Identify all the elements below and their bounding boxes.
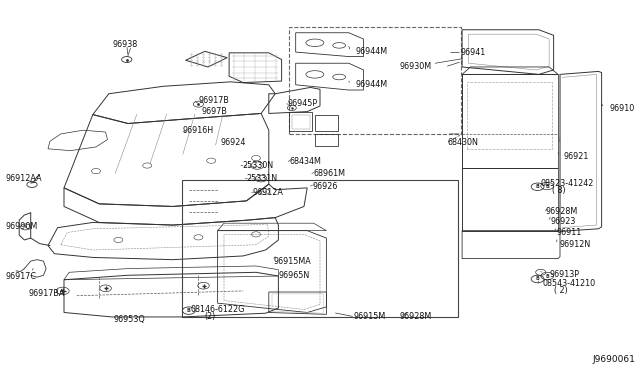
Text: J9690061: J9690061 [592,355,635,364]
Text: ( 8): ( 8) [552,186,565,195]
Text: 96930M: 96930M [400,62,432,71]
Text: 96912A: 96912A [253,188,284,197]
Text: B: B [536,276,540,282]
Text: 96965N: 96965N [278,271,310,280]
Text: 96913P: 96913P [549,270,579,279]
Text: 96912N: 96912N [560,240,591,249]
Text: 96944M: 96944M [356,47,388,56]
Text: 96928M: 96928M [545,207,577,216]
Text: 96990M: 96990M [5,222,37,231]
Text: 96928M: 96928M [400,312,432,321]
Text: (2): (2) [205,312,216,321]
Text: B: B [545,183,549,189]
Text: 96923: 96923 [550,217,576,226]
Text: 68434M: 68434M [290,157,322,166]
Text: B: B [536,184,540,189]
Text: ( 2): ( 2) [554,286,567,295]
Text: 96944M: 96944M [356,80,388,89]
Text: 96915M: 96915M [353,312,385,321]
Text: 96912AA: 96912AA [5,174,42,183]
Text: 96941: 96941 [461,48,486,57]
Text: 96915MA: 96915MA [274,257,312,266]
Text: 08523-41242: 08523-41242 [541,179,594,187]
Text: 96916H: 96916H [182,126,214,135]
Text: 08146-6122G: 08146-6122G [191,305,245,314]
Text: 96911: 96911 [557,228,582,237]
Text: 96945P: 96945P [288,99,318,108]
Text: 9697B: 9697B [202,107,227,116]
Text: 25331N: 25331N [246,174,278,183]
Text: B: B [545,273,549,279]
Text: 96926: 96926 [312,182,338,191]
Text: 25330N: 25330N [242,161,273,170]
Text: 96938: 96938 [112,40,138,49]
Text: 68430N: 68430N [448,138,479,147]
Text: 08543-41210: 08543-41210 [543,279,596,288]
Text: 68961M: 68961M [314,169,346,178]
Text: 96917B: 96917B [198,96,229,105]
Text: 96924: 96924 [221,138,246,147]
Text: 96917BA: 96917BA [29,289,65,298]
Text: B: B [187,308,191,313]
Text: 96910: 96910 [609,104,634,113]
Text: 96953Q: 96953Q [114,315,146,324]
Text: 96921: 96921 [563,153,589,161]
Text: 96917C: 96917C [5,272,36,280]
